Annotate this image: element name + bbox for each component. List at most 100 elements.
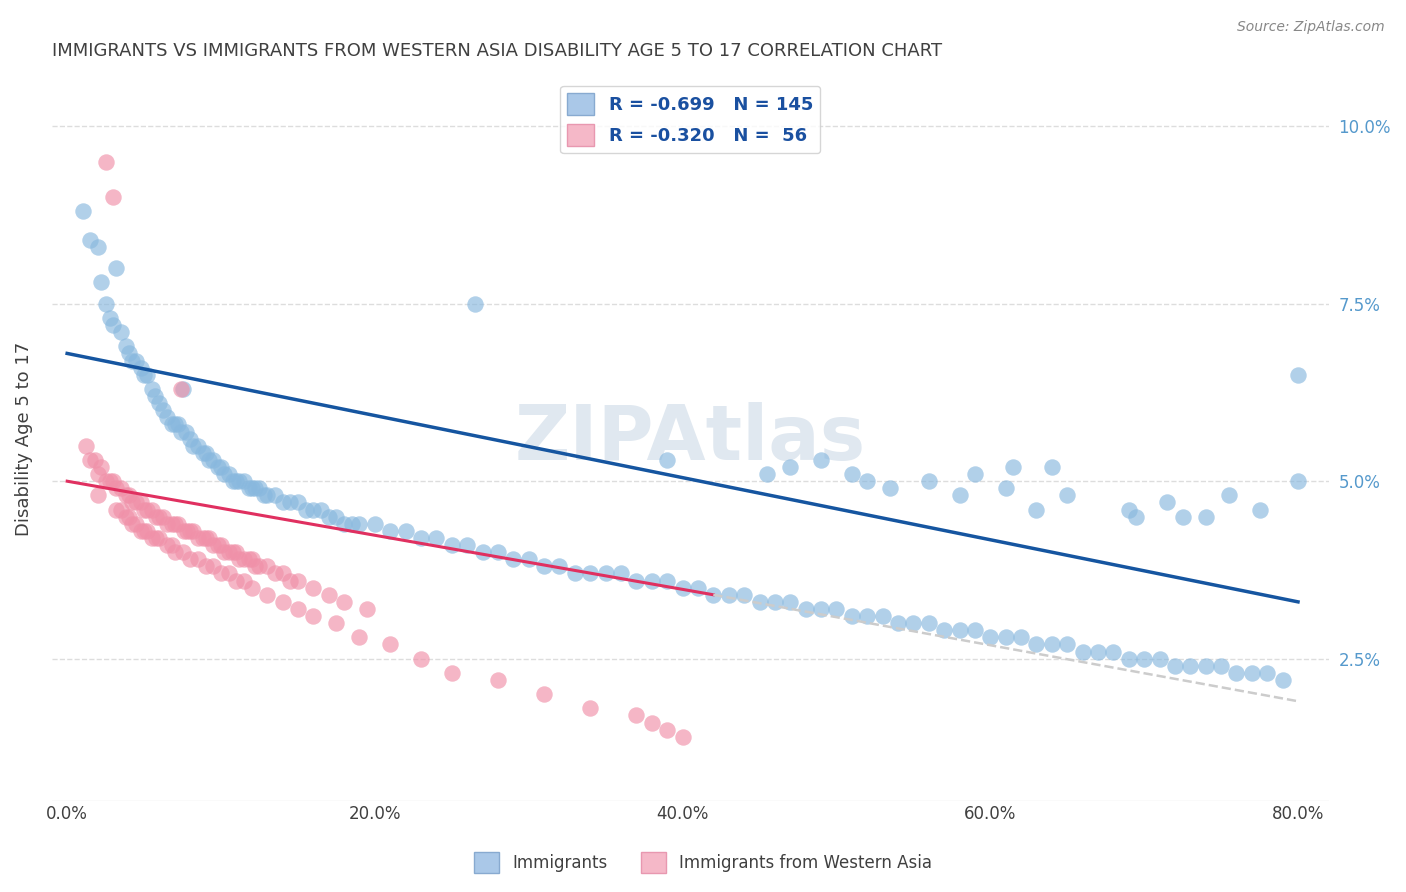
Point <box>263 488 285 502</box>
Point <box>657 574 679 588</box>
Point <box>174 425 197 439</box>
Point <box>176 524 198 538</box>
Point <box>309 502 332 516</box>
Point <box>118 346 141 360</box>
Point <box>779 595 801 609</box>
Point <box>94 297 117 311</box>
Point <box>136 368 159 382</box>
Point <box>271 495 294 509</box>
Point <box>287 574 309 588</box>
Point <box>325 509 347 524</box>
Point <box>856 609 879 624</box>
Point <box>686 581 709 595</box>
Point <box>209 538 232 552</box>
Point <box>98 310 121 325</box>
Point <box>271 595 294 609</box>
Point <box>187 531 209 545</box>
Point <box>129 495 152 509</box>
Point <box>132 368 155 382</box>
Point <box>167 417 190 432</box>
Point <box>333 516 356 531</box>
Point <box>197 453 219 467</box>
Point <box>163 545 186 559</box>
Point <box>87 467 110 481</box>
Point <box>141 531 163 545</box>
Point <box>152 509 174 524</box>
Point <box>225 474 247 488</box>
Point <box>333 595 356 609</box>
Point <box>471 545 494 559</box>
Point <box>1180 658 1202 673</box>
Point <box>1149 651 1171 665</box>
Point <box>240 581 263 595</box>
Point <box>191 531 214 545</box>
Point <box>456 538 478 552</box>
Point <box>187 552 209 566</box>
Point <box>209 566 232 581</box>
Point <box>218 566 240 581</box>
Point <box>249 559 271 574</box>
Point <box>243 481 266 495</box>
Y-axis label: Disability Age 5 to 17: Disability Age 5 to 17 <box>15 342 32 536</box>
Point <box>626 574 648 588</box>
Point <box>1240 665 1263 680</box>
Point <box>1225 665 1247 680</box>
Point <box>72 204 94 219</box>
Point <box>486 545 509 559</box>
Point <box>129 524 152 538</box>
Point <box>202 559 225 574</box>
Point <box>105 481 128 495</box>
Point <box>626 708 648 723</box>
Point <box>249 481 271 495</box>
Point <box>141 502 163 516</box>
Point <box>748 595 770 609</box>
Point <box>610 566 633 581</box>
Point <box>172 545 194 559</box>
Point <box>136 502 159 516</box>
Point <box>240 481 263 495</box>
Point <box>114 339 136 353</box>
Point <box>90 276 112 290</box>
Point <box>148 396 170 410</box>
Point <box>148 531 170 545</box>
Point <box>170 425 193 439</box>
Point <box>156 516 179 531</box>
Point <box>240 552 263 566</box>
Point <box>641 715 664 730</box>
Point <box>717 588 740 602</box>
Point <box>579 701 602 715</box>
Point <box>810 602 832 616</box>
Point <box>156 538 179 552</box>
Point <box>409 651 432 665</box>
Point <box>979 631 1001 645</box>
Point <box>136 524 159 538</box>
Point <box>287 495 309 509</box>
Point <box>170 382 193 396</box>
Point <box>825 602 848 616</box>
Point <box>1087 644 1109 658</box>
Point <box>121 516 143 531</box>
Point <box>143 389 166 403</box>
Point <box>173 524 195 538</box>
Point <box>533 687 555 701</box>
Point <box>202 538 225 552</box>
Point <box>1256 665 1278 680</box>
Point <box>79 233 101 247</box>
Point <box>318 588 340 602</box>
Point <box>1125 509 1147 524</box>
Point <box>238 481 260 495</box>
Point <box>325 616 347 631</box>
Point <box>841 467 863 481</box>
Point <box>118 488 141 502</box>
Point <box>87 488 110 502</box>
Point <box>394 524 416 538</box>
Point <box>1025 637 1047 651</box>
Point <box>671 581 693 595</box>
Point <box>225 574 247 588</box>
Point <box>160 417 183 432</box>
Point <box>233 552 256 566</box>
Point <box>1209 658 1232 673</box>
Point <box>218 467 240 481</box>
Point <box>671 730 693 744</box>
Point <box>181 524 204 538</box>
